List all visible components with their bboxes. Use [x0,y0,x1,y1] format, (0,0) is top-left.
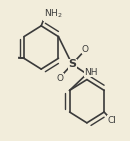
Text: O: O [82,45,89,54]
Text: S: S [68,59,76,69]
Text: NH$_2$: NH$_2$ [44,8,62,20]
Text: NH: NH [84,68,98,77]
Text: O: O [56,74,63,83]
Text: Cl: Cl [108,116,117,125]
